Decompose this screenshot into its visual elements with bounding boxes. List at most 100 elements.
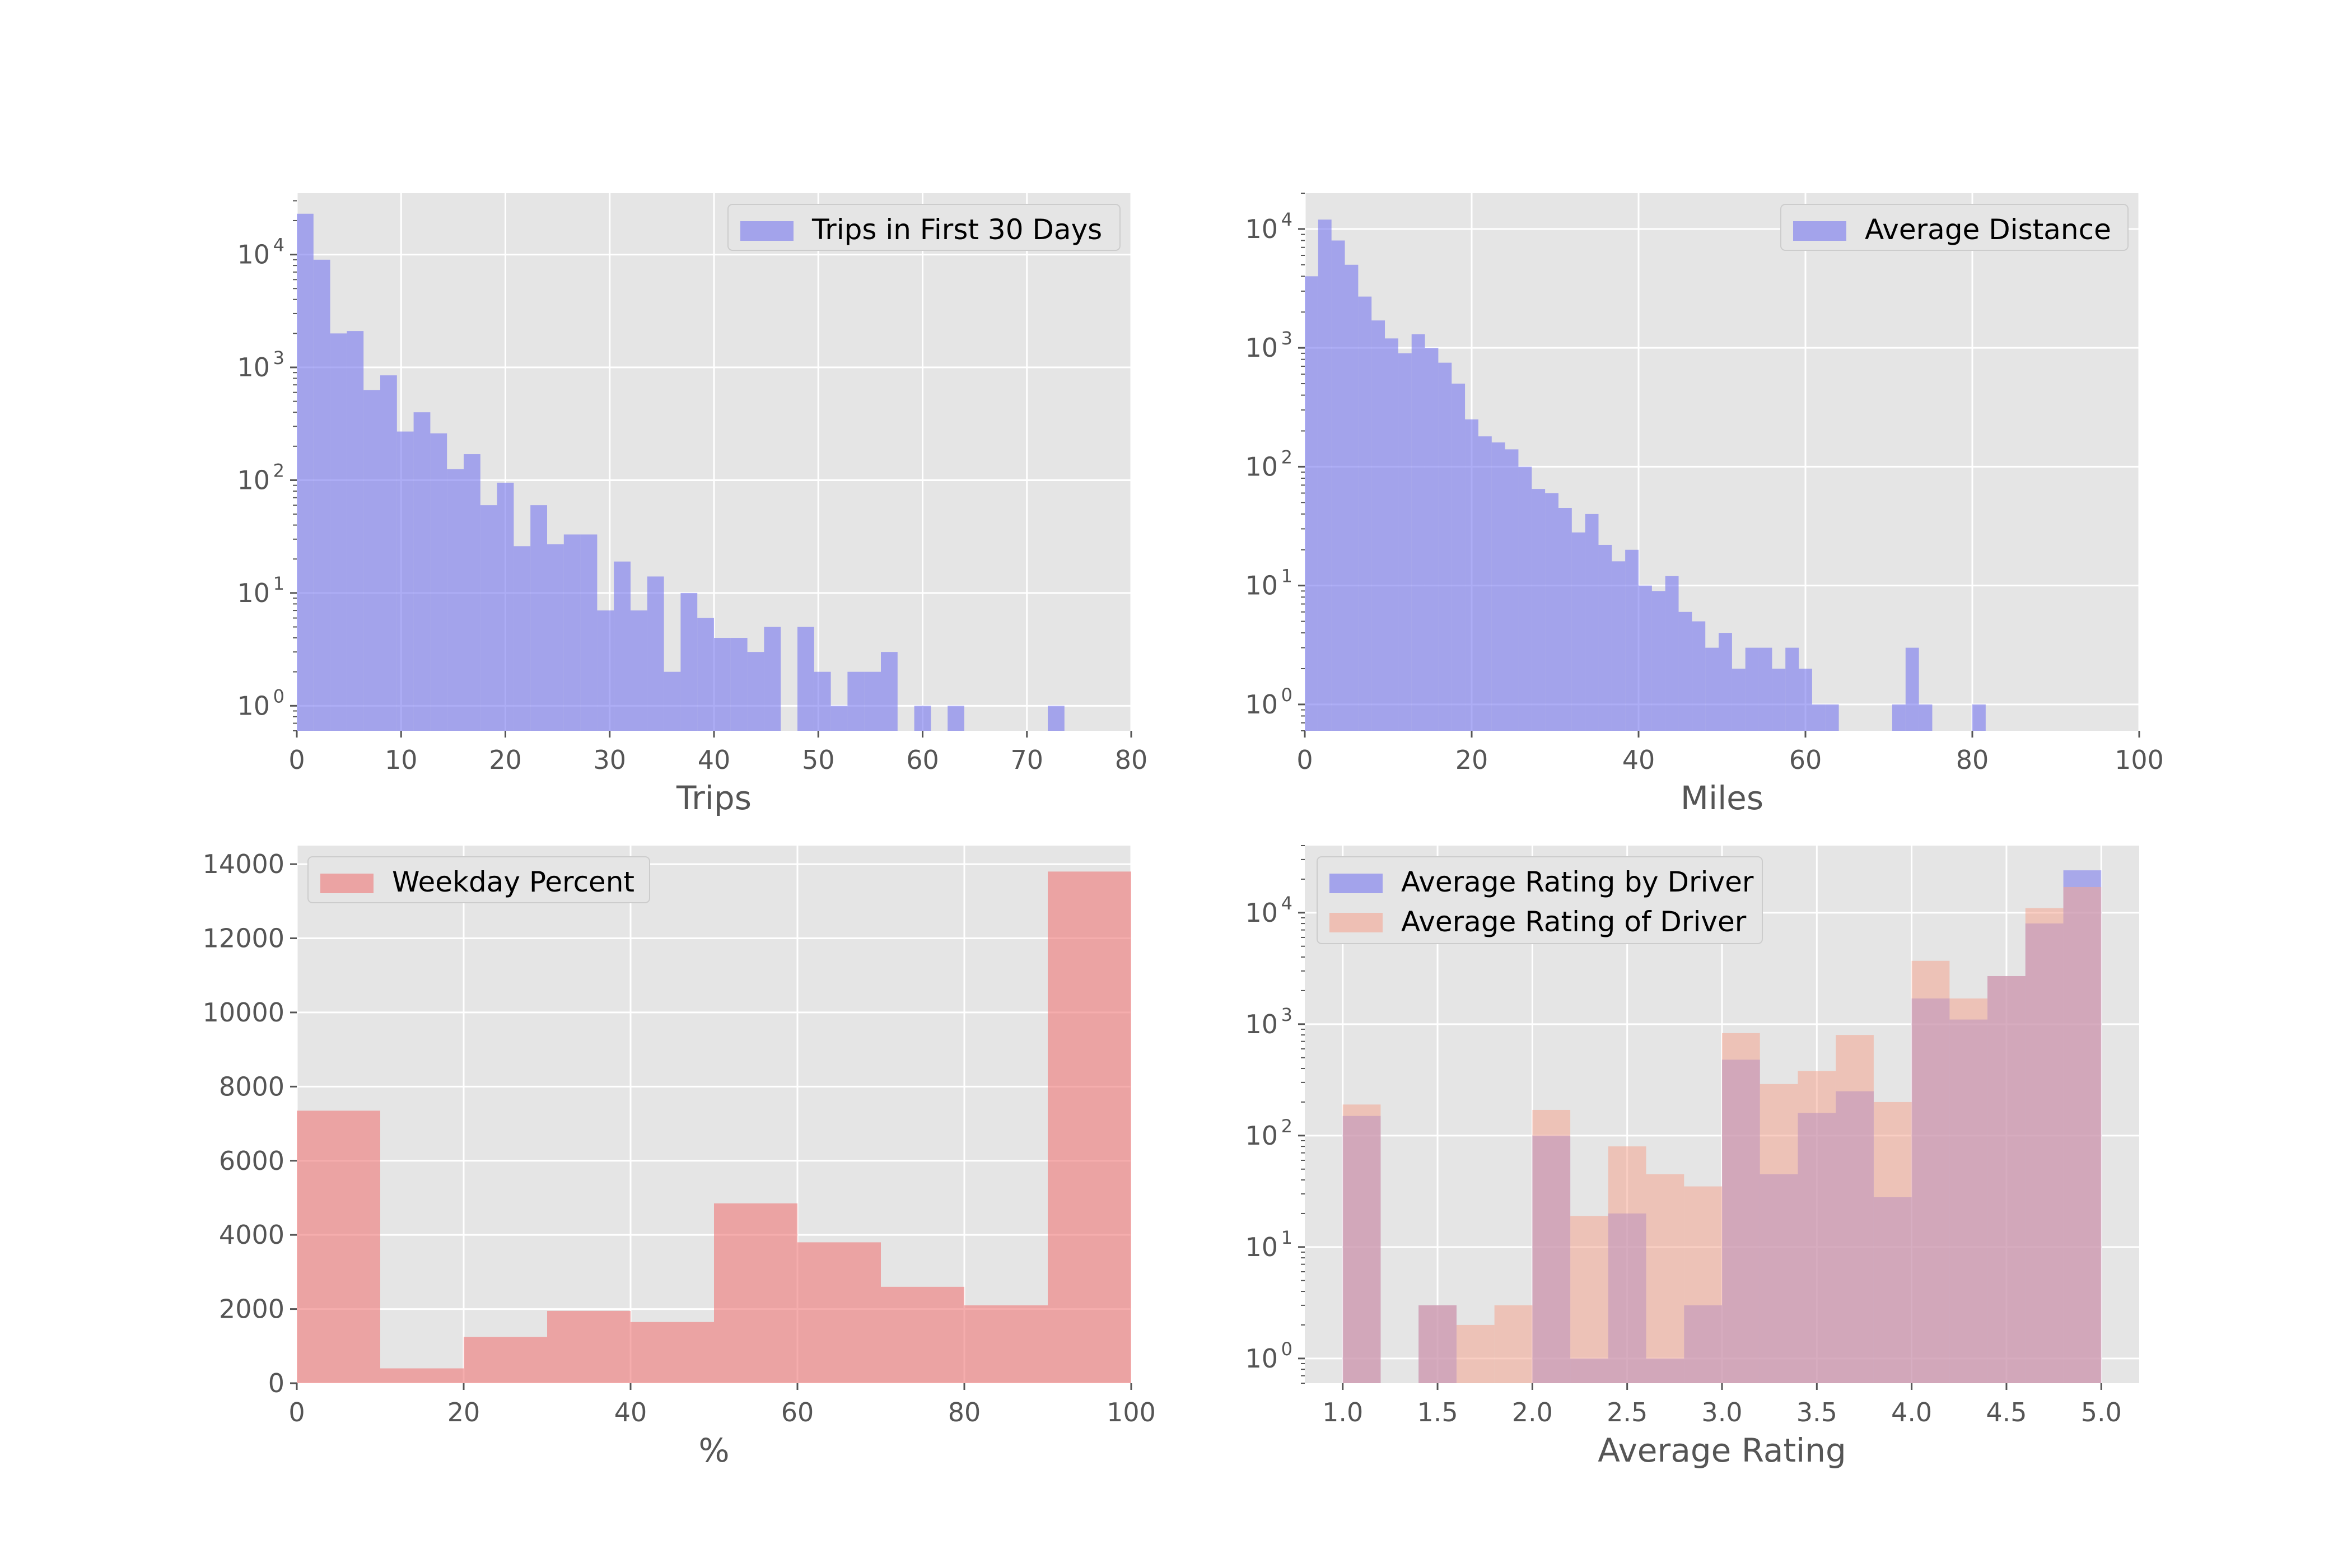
rating-bar — [1494, 1305, 1533, 1383]
trips-y-tick-label: 10 — [237, 240, 270, 270]
rating-bar — [1911, 960, 1950, 1383]
trips-bar — [730, 638, 748, 731]
weekday-x-tick-label: 80 — [948, 1397, 981, 1427]
trips-x-tick-label: 50 — [802, 745, 835, 775]
rating-legend-label-by-driver: Average Rating by Driver — [1401, 866, 1754, 898]
trips-bar — [614, 561, 631, 731]
weekday-axes: 0 20 40 60 80 100 0 2000 4000 6000 8000 10000 12000 1… — [203, 849, 1156, 1427]
weekday-bar — [464, 1337, 547, 1383]
weekday-bar — [1048, 871, 1131, 1383]
rating-bar — [1684, 1186, 1722, 1383]
distance-bar — [1651, 591, 1665, 731]
weekday-legend: Weekday Percent — [307, 856, 650, 903]
trips-bar — [914, 706, 931, 731]
rating-x-tick-label: 4.0 — [1891, 1397, 1932, 1427]
distance-bars — [1305, 220, 1986, 731]
rating-bar — [1949, 998, 1988, 1383]
distance-y-tick-label: 10 — [1245, 689, 1278, 720]
rating-bar — [1722, 1033, 1760, 1383]
weekday-histogram: 0 20 40 60 80 100 0 2000 4000 6000 8000 10000 12000 1… — [203, 846, 1156, 1469]
trips-bar — [297, 213, 314, 731]
rating-bar — [1760, 1084, 1798, 1383]
trips-bar — [547, 544, 564, 731]
trips-bar — [363, 390, 380, 731]
rating-x-tick-label: 2.0 — [1512, 1397, 1553, 1427]
trips-bar — [948, 706, 964, 731]
trips-bar — [447, 469, 464, 731]
trips-bar — [697, 618, 714, 731]
rating-x-tick-label: 3.5 — [1796, 1397, 1837, 1427]
rating-x-axis-label: Average Rating — [1598, 1431, 1846, 1469]
rating-y-tick-label: 10 — [1245, 898, 1278, 928]
trips-bar — [714, 638, 731, 731]
trips-bar — [864, 671, 881, 731]
trips-bar — [396, 431, 414, 731]
distance-bar — [1558, 508, 1572, 731]
trips-y-tick-exponent: 3 — [273, 347, 284, 368]
rating-x-tick-label: 4.5 — [1986, 1397, 2027, 1427]
trips-y-tick-label: 10 — [237, 578, 270, 608]
trips-x-tick-label: 0 — [288, 745, 305, 775]
distance-legend-swatch — [1793, 221, 1846, 241]
distance-bar — [1305, 276, 1318, 731]
rating-y-tick-label: 10 — [1245, 1232, 1278, 1262]
trips-y-tick-label: 10 — [237, 465, 270, 495]
rating-y-tick-exponent: 2 — [1281, 1116, 1292, 1137]
weekday-x-tick-label: 20 — [447, 1397, 480, 1427]
trips-x-tick-label: 40 — [698, 745, 731, 775]
weekday-y-tick-label: 14000 — [203, 849, 284, 879]
rating-x-tick-label: 5.0 — [2081, 1397, 2122, 1427]
trips-bar — [847, 671, 865, 731]
trips-x-tick-label: 80 — [1115, 745, 1148, 775]
distance-bar — [1719, 633, 1732, 731]
distance-bar — [1625, 549, 1639, 731]
distance-x-tick-label: 40 — [1622, 745, 1655, 775]
distance-bar — [1678, 612, 1692, 731]
weekday-y-tick-label: 0 — [268, 1368, 284, 1398]
rating-bar — [1836, 1035, 1874, 1383]
trips-bar — [380, 375, 397, 731]
trips-bar — [514, 546, 531, 731]
rating-y-tick-label: 10 — [1245, 1121, 1278, 1151]
distance-bar — [1385, 338, 1398, 731]
distance-x-axis-label: Miles — [1681, 779, 1763, 817]
distance-y-tick-exponent: 2 — [1281, 446, 1292, 468]
weekday-bar — [714, 1203, 797, 1383]
distance-y-tick-label: 10 — [1245, 214, 1278, 244]
weekday-y-tick-label: 10000 — [203, 997, 284, 1028]
distance-bar — [1465, 419, 1478, 731]
distance-bar — [1785, 647, 1799, 731]
rating-legend-label-of-driver: Average Rating of Driver — [1401, 906, 1747, 938]
distance-bar — [1585, 514, 1599, 731]
distance-bar — [1598, 544, 1612, 731]
trips-y-tick-exponent: 0 — [273, 685, 284, 707]
trips-bar — [797, 627, 814, 731]
rating-x-tick-label: 3.0 — [1701, 1397, 1742, 1427]
weekday-y-tick-label: 8000 — [219, 1071, 284, 1102]
weekday-legend-swatch — [320, 874, 374, 893]
weekday-bar — [380, 1368, 464, 1383]
distance-x-tick-label: 80 — [1956, 745, 1989, 775]
distance-bar — [1612, 561, 1626, 731]
distance-bar — [1571, 532, 1585, 731]
trips-bar — [597, 610, 614, 731]
distance-bar — [1692, 621, 1706, 731]
rating-bar — [1987, 976, 2026, 1383]
rating-legend-swatch-by-driver — [1329, 874, 1383, 893]
rating-y-tick-label: 10 — [1245, 1009, 1278, 1039]
trips-x-tick-label: 20 — [489, 745, 522, 775]
trips-y-tick-exponent: 4 — [273, 235, 284, 256]
distance-x-tick-label: 0 — [1296, 745, 1313, 775]
distance-bar — [1518, 466, 1532, 731]
rating-bar — [1532, 1109, 1571, 1383]
distance-legend: Average Distance — [1780, 204, 2129, 251]
rating-bar — [2025, 908, 2064, 1383]
distance-bar — [1905, 647, 1919, 731]
trips-x-tick-label: 70 — [1010, 745, 1043, 775]
distance-bar — [1772, 669, 1786, 731]
rating-bars — [1342, 870, 2102, 1383]
trips-bar — [631, 610, 647, 731]
